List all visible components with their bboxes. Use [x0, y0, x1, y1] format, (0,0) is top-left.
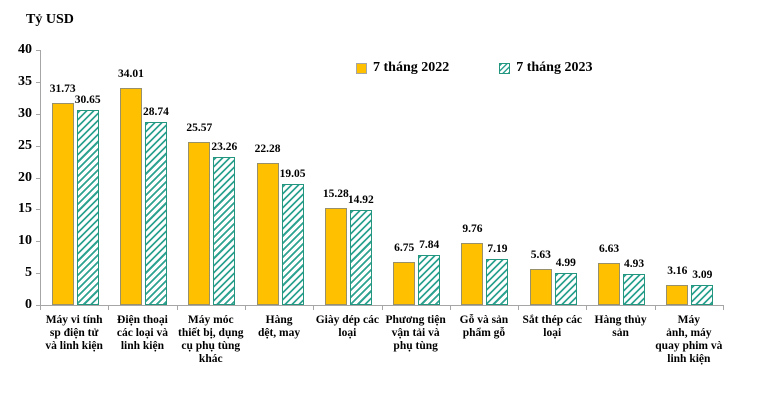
bar-2023-cat2: [144, 121, 167, 305]
category-label-1: Máy vi tính sp điện tử và linh kiện: [45, 314, 103, 352]
legend-item-2022: 7 tháng 2022: [356, 60, 449, 76]
value-label: 22.28: [254, 142, 281, 155]
value-label: 30.65: [74, 93, 101, 106]
y-tick-label: 15: [18, 201, 32, 217]
legend-label: 7 tháng 2022: [373, 60, 450, 75]
value-label: 9.76: [462, 222, 483, 235]
value-label: 4.99: [555, 257, 576, 270]
bar-2022-cat9: [598, 262, 621, 305]
bar-2022-cat5: [324, 207, 347, 305]
value-label: 14.92: [347, 193, 374, 206]
bar-2023-cat5: [349, 209, 372, 305]
bar-2023-cat6: [418, 255, 441, 305]
x-tick-mark: [723, 306, 724, 310]
y-tick-label: 10: [18, 233, 32, 249]
y-axis-title: Tỷ USD: [26, 12, 74, 27]
value-label: 7.19: [487, 243, 508, 256]
value-label: 6.63: [598, 242, 620, 255]
value-label: 4.93: [623, 257, 645, 270]
y-tick-label: 25: [18, 137, 32, 153]
legend-item-2023: 7 tháng 2023: [499, 60, 592, 76]
bar-2022-cat2: [119, 88, 142, 305]
plot-area: 31.73 30.65 34.01 28.74 25.57 23.26 22.28 19.05…: [40, 50, 724, 306]
category-label-2: Điện thoại các loại và linh kiện: [116, 314, 168, 352]
y-tick-mark: [36, 145, 40, 147]
value-label: 28.74: [143, 105, 169, 118]
value-label: 6.75: [394, 241, 415, 254]
legend-label: 7 tháng 2023: [516, 60, 593, 75]
category-label-6: Phương tiện vận tải và phụ tùng: [385, 314, 446, 352]
bar-2023-cat7: [486, 259, 509, 305]
y-tick-label: 30: [18, 105, 32, 121]
value-label: 5.63: [530, 249, 551, 262]
x-tick-mark: [108, 306, 110, 310]
bar-2022-cat7: [461, 242, 484, 305]
x-tick-mark: [586, 306, 588, 310]
bar-2023-cat9: [623, 273, 646, 305]
bar-2022-cat8: [529, 269, 552, 305]
category-label-9: Hàng thủy sản: [594, 314, 647, 339]
y-tick-mark: [36, 305, 40, 306]
value-label: 23.26: [211, 140, 238, 153]
x-tick-mark: [381, 306, 383, 310]
y-tick-mark: [36, 273, 40, 275]
y-tick-mark: [36, 241, 40, 243]
bar-2022-cat1: [51, 102, 74, 305]
category-label-5: Giày dép các loại: [315, 314, 379, 339]
x-tick-mark: [518, 306, 520, 310]
solid-legend-swatch-icon: [356, 62, 367, 74]
hatched-legend-swatch-icon: [499, 62, 511, 74]
y-tick-label: 5: [25, 265, 32, 281]
chart-legend: 7 tháng 2022 7 tháng 2023: [356, 60, 592, 76]
bar-2023-cat3: [213, 156, 236, 305]
x-tick-mark: [40, 306, 41, 310]
y-tick-label: 35: [18, 73, 32, 89]
bar-2023-cat1: [76, 109, 99, 305]
category-label-3: Máy móc thiết bị, dụng cụ phụ tùng khác: [177, 314, 244, 365]
x-tick-mark: [654, 306, 656, 310]
y-tick-label: 20: [18, 169, 32, 185]
value-label: 3.09: [692, 269, 713, 282]
x-tick-mark: [313, 306, 315, 310]
y-tick-mark: [36, 113, 40, 115]
value-label: 25.57: [186, 122, 213, 134]
category-label-10: Máy ảnh, máy quay phim và linh kiện: [655, 314, 723, 365]
value-label: 15.28: [322, 187, 349, 200]
x-tick-mark: [244, 306, 246, 310]
bar-2023-cat10: [691, 285, 714, 305]
category-label-7: Gỗ và sản phẩm gỗ: [459, 314, 509, 339]
bar-2023-cat4: [281, 183, 304, 305]
y-tick-mark: [36, 50, 40, 51]
y-tick-mark: [36, 177, 40, 179]
bar-2022-cat6: [393, 261, 416, 305]
bar-2022-cat4: [256, 162, 279, 305]
category-label-4: Hàng dệt, may: [257, 314, 301, 339]
bar-2023-cat8: [554, 273, 577, 305]
value-label: 3.16: [667, 264, 688, 277]
y-tick-label: 40: [18, 42, 32, 57]
category-label-8: Sắt thép các loại: [522, 314, 582, 339]
x-tick-mark: [176, 306, 178, 310]
y-tick-mark: [36, 209, 40, 211]
bar-2022-cat10: [666, 284, 689, 305]
x-tick-mark: [449, 306, 451, 310]
bar-2022-cat3: [188, 142, 211, 305]
value-label: 34.01: [118, 68, 144, 81]
y-tick-label: 0: [25, 297, 32, 312]
y-tick-mark: [36, 81, 40, 83]
value-label: 19.05: [279, 167, 306, 180]
value-label: 31.73: [49, 82, 76, 95]
value-label: 7.84: [419, 239, 440, 252]
